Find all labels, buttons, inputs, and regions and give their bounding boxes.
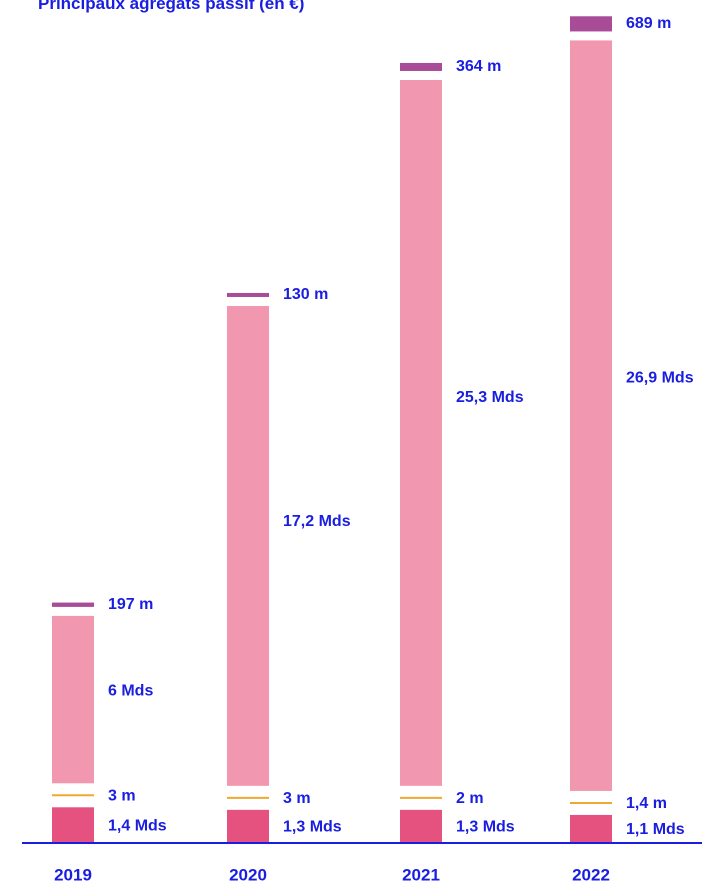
bar-main-2022 [570,40,612,791]
bar-bottom-2021 [400,809,442,843]
x-tick-label-2020: 2020 [229,865,267,883]
label-thin-2020: 3 m [283,790,311,807]
x-tick-label-2019: 2019 [54,865,92,883]
label-top-2022: 689 m [626,15,671,32]
bar-main-2019 [52,615,94,784]
bar-main-2021 [400,79,442,786]
label-main-2022: 26,9 Mds [626,369,694,386]
x-tick-label-2021: 2021 [402,865,440,883]
label-top-2020: 130 m [283,286,328,303]
bar-bottom-2020 [227,809,269,843]
chart-title: Principaux agrégats passif (en €) [38,0,305,13]
label-bottom-2021: 1,3 Mds [456,819,515,836]
bar-top-2021 [400,62,442,71]
bar-main-2020 [227,305,269,786]
label-top-2019: 197 m [108,596,153,613]
label-top-2021: 364 m [456,58,501,75]
label-thin-2021: 2 m [456,790,484,807]
label-main-2019: 6 Mds [108,682,153,699]
bar-top-2019 [52,602,94,607]
label-main-2021: 25,3 Mds [456,389,524,406]
bar-bottom-2022 [570,814,612,843]
label-bottom-2019: 1,4 Mds [108,817,167,834]
bar-top-2022 [570,16,612,32]
label-thin-2019: 3 m [108,788,136,805]
bar-bottom-2019 [52,807,94,843]
label-bottom-2020: 1,3 Mds [283,819,342,836]
label-main-2020: 17,2 Mds [283,513,351,530]
label-thin-2022: 1,4 m [626,795,667,812]
x-tick-label-2022: 2022 [572,865,610,883]
label-bottom-2022: 1,1 Mds [626,821,685,838]
bar-top-2020 [227,292,269,297]
